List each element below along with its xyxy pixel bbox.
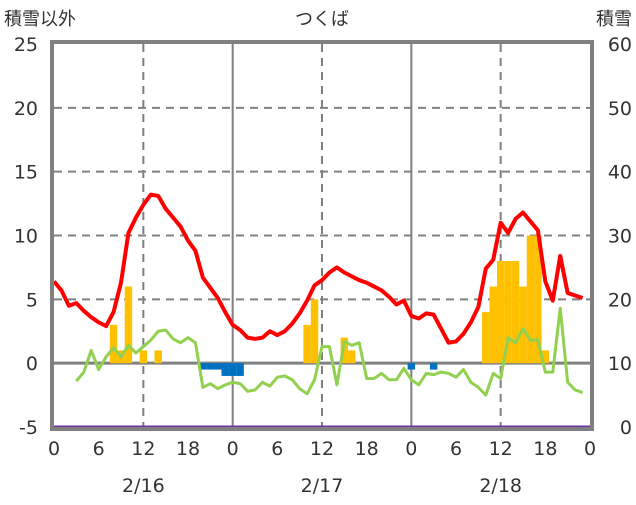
y-tick-left: -5 xyxy=(19,417,38,439)
orange-bar-bar xyxy=(489,286,497,364)
y-tick-left: 5 xyxy=(26,289,38,311)
date-labels: 2/16 2/17 2/18 xyxy=(122,475,522,497)
green-series-line xyxy=(75,306,584,397)
x-tick-label: 0 xyxy=(227,438,239,460)
x-tick-label: 6 xyxy=(93,438,105,460)
date-label: 2/16 xyxy=(122,475,165,497)
blue-bar-bar xyxy=(236,363,244,376)
x-tick-label: 12 xyxy=(489,438,513,460)
orange-bar-bar xyxy=(482,312,490,364)
y-tick-right: 30 xyxy=(608,226,632,248)
x-ticks: 0 6 12 18 0 6 12 18 0 6 12 18 0 xyxy=(48,438,596,460)
y-tick-right: 0 xyxy=(620,417,632,439)
y-tick-left: 15 xyxy=(14,162,38,184)
orange-bar-bar xyxy=(154,350,162,364)
date-label: 2/18 xyxy=(479,475,522,497)
x-tick-label: 6 xyxy=(271,438,283,460)
blue-bar-bar xyxy=(407,363,416,370)
orange-bar-bar xyxy=(504,261,512,364)
x-tick-label: 12 xyxy=(131,438,155,460)
chart-title: つくば xyxy=(295,9,349,30)
gridlines xyxy=(54,44,590,427)
blue-bar-bar xyxy=(429,363,438,370)
x-tick-label: 0 xyxy=(584,438,596,460)
date-label: 2/17 xyxy=(301,475,344,497)
x-tick-label: 18 xyxy=(176,438,200,460)
x-tick-label: 18 xyxy=(355,438,379,460)
orange-bar-bar xyxy=(519,286,527,364)
x-tick-label: 12 xyxy=(310,438,334,460)
y-tick-left: 25 xyxy=(14,34,38,56)
orange-bar-bar xyxy=(541,350,550,364)
y-tick-right: 10 xyxy=(608,353,632,375)
orange-bar-bar xyxy=(310,299,319,364)
orange-bar-bar xyxy=(511,261,520,364)
orange-bar-bar xyxy=(109,324,118,364)
left-axis-title: 積雪以外 xyxy=(4,9,76,30)
blue-bar-bar xyxy=(199,363,207,370)
right-axis-title: 積雪 xyxy=(596,9,632,30)
x-tick-label: 0 xyxy=(48,438,60,460)
y-tick-left: 0 xyxy=(26,353,38,375)
y-tick-left: 10 xyxy=(14,226,38,248)
temperature-line xyxy=(52,192,584,345)
right-y-ticks: 0 10 20 30 40 50 60 xyxy=(608,34,632,439)
orange-bar-bar xyxy=(348,350,356,364)
orange-bar-bar xyxy=(124,286,133,364)
orange-bar-bar xyxy=(496,261,505,364)
x-tick-label: 0 xyxy=(405,438,417,460)
blue-bar-bar xyxy=(206,363,215,370)
orange-bar-bar xyxy=(303,324,311,364)
x-tick-label: 18 xyxy=(533,438,557,460)
orange-bar-bar xyxy=(139,350,148,364)
y-tick-right: 20 xyxy=(608,289,632,311)
orange-bar-bar xyxy=(534,235,542,364)
blue-bar-bar xyxy=(214,363,222,370)
bars xyxy=(109,235,550,376)
y-tick-right: 60 xyxy=(608,34,632,56)
y-tick-right: 40 xyxy=(608,162,632,184)
orange-bar-bar xyxy=(526,235,535,364)
y-tick-right: 50 xyxy=(608,98,632,120)
blue-bar-bar xyxy=(228,363,237,376)
orange-bar-bar xyxy=(340,337,349,364)
plot-frame xyxy=(50,40,594,431)
blue-bar-bar xyxy=(221,363,229,376)
left-y-ticks: -5 0 5 10 15 20 25 xyxy=(14,34,38,439)
x-tick-label: 6 xyxy=(450,438,462,460)
y-tick-left: 20 xyxy=(14,98,38,120)
